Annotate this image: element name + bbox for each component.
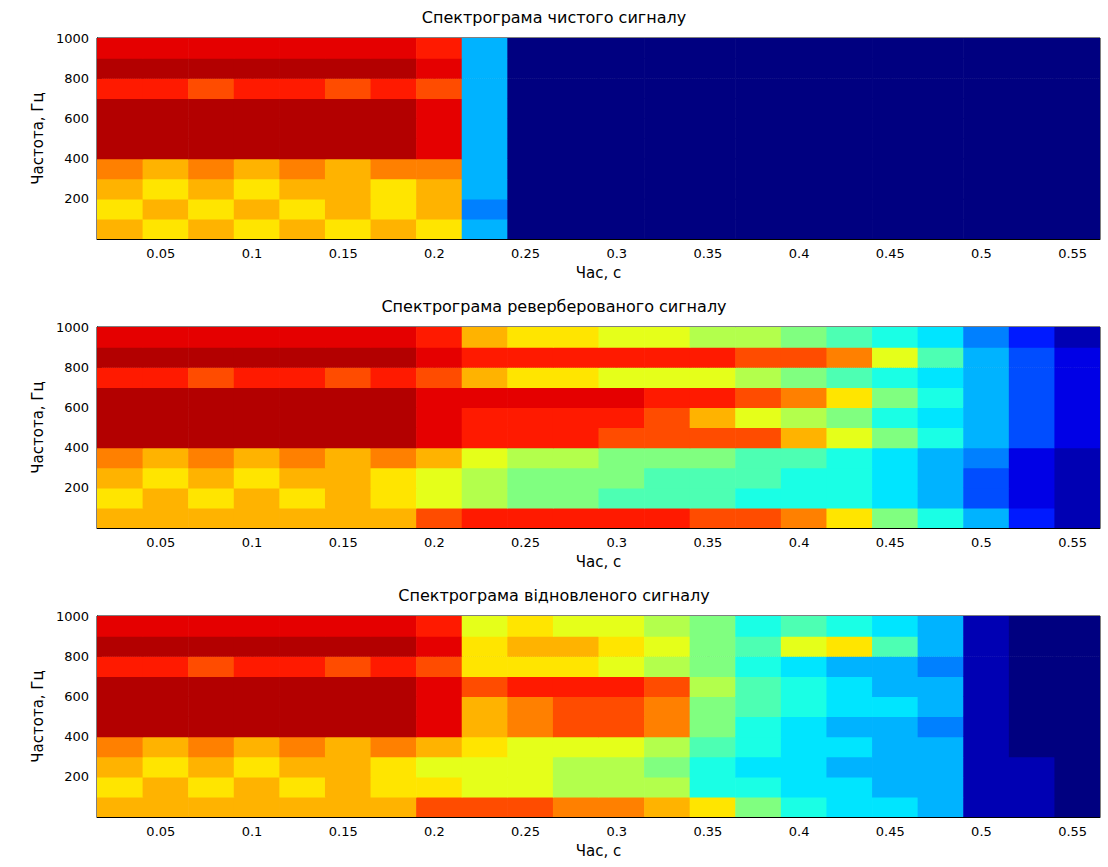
svg-text:400: 400: [64, 440, 89, 455]
svg-text:0.15: 0.15: [329, 824, 358, 839]
svg-text:800: 800: [64, 71, 89, 86]
svg-text:Частота, Гц: Частота, Гц: [29, 381, 47, 473]
svg-text:0.5: 0.5: [971, 246, 992, 261]
svg-text:200: 200: [64, 769, 89, 784]
svg-text:Час, с: Час, с: [576, 553, 622, 571]
svg-text:Спектрограма чистого сигналу: Спектрограма чистого сигналу: [422, 8, 686, 27]
svg-text:600: 600: [64, 111, 89, 126]
svg-text:0.05: 0.05: [146, 824, 175, 839]
svg-text:0.3: 0.3: [606, 246, 627, 261]
svg-text:Час, с: Час, с: [576, 264, 622, 282]
svg-text:0.45: 0.45: [876, 824, 905, 839]
svg-text:600: 600: [64, 689, 89, 704]
svg-text:400: 400: [64, 729, 89, 744]
svg-text:1000: 1000: [56, 320, 89, 335]
svg-text:0.3: 0.3: [606, 824, 627, 839]
svg-text:200: 200: [64, 191, 89, 206]
svg-text:0.5: 0.5: [971, 824, 992, 839]
svg-text:0.45: 0.45: [876, 246, 905, 261]
svg-text:800: 800: [64, 649, 89, 664]
svg-text:0.1: 0.1: [242, 246, 263, 261]
svg-text:200: 200: [64, 480, 89, 495]
svg-text:0.35: 0.35: [693, 535, 722, 550]
svg-text:0.1: 0.1: [242, 824, 263, 839]
svg-text:0.2: 0.2: [424, 535, 445, 550]
svg-text:1000: 1000: [56, 31, 89, 46]
svg-text:0.1: 0.1: [242, 535, 263, 550]
svg-text:0.3: 0.3: [606, 535, 627, 550]
svg-text:Час, с: Час, с: [576, 842, 622, 860]
svg-text:0.05: 0.05: [146, 246, 175, 261]
svg-text:800: 800: [64, 360, 89, 375]
svg-text:0.35: 0.35: [693, 824, 722, 839]
svg-text:0.55: 0.55: [1058, 535, 1087, 550]
svg-text:0.55: 0.55: [1058, 824, 1087, 839]
svg-text:0.4: 0.4: [789, 535, 810, 550]
svg-text:0.4: 0.4: [789, 246, 810, 261]
svg-text:0.25: 0.25: [511, 535, 540, 550]
svg-text:0.25: 0.25: [511, 824, 540, 839]
svg-text:400: 400: [64, 151, 89, 166]
svg-text:0.15: 0.15: [329, 535, 358, 550]
svg-text:1000: 1000: [56, 609, 89, 624]
svg-text:0.2: 0.2: [424, 824, 445, 839]
svg-text:0.55: 0.55: [1058, 246, 1087, 261]
svg-text:0.45: 0.45: [876, 535, 905, 550]
svg-text:Спектрограма відновленого сигн: Спектрограма відновленого сигналу: [398, 586, 710, 605]
svg-text:0.25: 0.25: [511, 246, 540, 261]
svg-text:Частота, Гц: Частота, Гц: [29, 92, 47, 184]
svg-text:0.5: 0.5: [971, 535, 992, 550]
svg-text:Спектрограма реверберованого с: Спектрограма реверберованого сигналу: [381, 297, 726, 316]
svg-text:600: 600: [64, 400, 89, 415]
svg-text:0.35: 0.35: [693, 246, 722, 261]
svg-text:0.2: 0.2: [424, 246, 445, 261]
svg-text:0.4: 0.4: [789, 824, 810, 839]
svg-text:0.15: 0.15: [329, 246, 358, 261]
svg-text:0.05: 0.05: [146, 535, 175, 550]
svg-text:Частота, Гц: Частота, Гц: [29, 670, 47, 762]
